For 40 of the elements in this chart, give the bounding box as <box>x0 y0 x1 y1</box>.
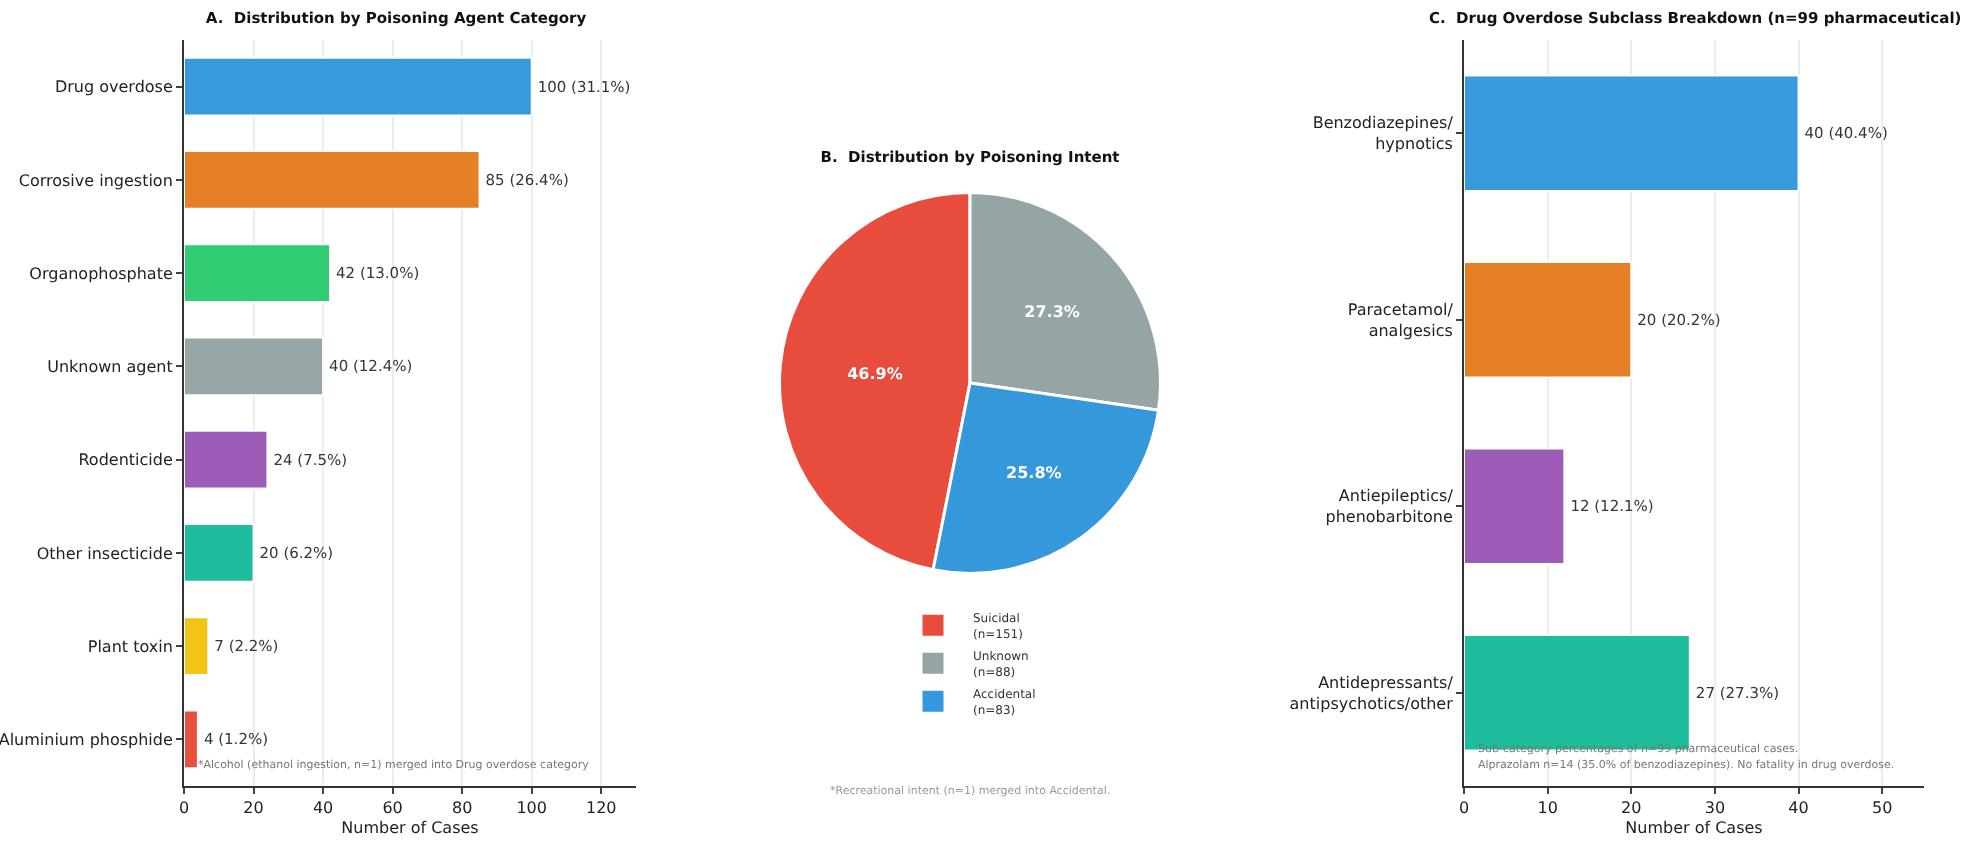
bar <box>184 616 210 677</box>
x-tick-label: 40 <box>312 799 334 818</box>
y-tick-label: Other insecticide <box>36 544 173 563</box>
y-tick-label: Organophosphate <box>29 264 173 283</box>
y-tick-label: Antidepressants/ antipsychotics/other <box>1289 673 1455 713</box>
bar <box>184 709 199 770</box>
bar <box>184 336 325 397</box>
bar <box>1464 447 1566 566</box>
y-tick-label: Benzodiazepines/ hypnotics <box>1312 114 1454 154</box>
bar <box>184 56 533 117</box>
y-tick-label: Corrosive ingestion <box>18 171 173 190</box>
x-tick-label: 10 <box>1537 799 1558 818</box>
data-label: 27.3% <box>1024 302 1080 321</box>
y-tick-label: Plant toxin <box>87 637 173 656</box>
bar <box>184 522 255 583</box>
y-tick-label: Paracetamol/ analgesics <box>1347 300 1454 340</box>
x-tick-label: 20 <box>243 799 264 818</box>
bar <box>184 149 481 210</box>
y-tick-label: Rodenticide <box>78 451 173 470</box>
bar <box>1464 260 1633 379</box>
x-tick-label: 20 <box>1621 799 1642 818</box>
data-label: 46.9% <box>847 364 903 383</box>
y-tick-label: Unknown agent <box>47 357 173 376</box>
bar <box>184 243 332 304</box>
x-tick-label: 120 <box>585 799 617 818</box>
x-tick-label: 100 <box>516 799 547 818</box>
x-tick-label: 40 <box>1788 799 1809 818</box>
data-label: 25.8% <box>1006 464 1062 483</box>
bar <box>1464 74 1800 193</box>
bar <box>184 429 269 490</box>
x-tick-label: 0 <box>178 799 190 818</box>
y-tick-label: Antiepileptics/ phenobarbitone <box>1325 487 1454 527</box>
y-tick-label: Drug overdose <box>54 78 173 97</box>
x-tick-label: 50 <box>1871 799 1893 818</box>
x-tick-label: 80 <box>451 799 473 818</box>
x-axis-title: Number of Cases <box>341 819 479 838</box>
x-tick-label: 60 <box>382 799 403 818</box>
x-tick-label: 0 <box>1458 799 1470 818</box>
x-axis-title: Number of Cases <box>1625 819 1763 838</box>
x-tick-label: 30 <box>1704 799 1726 818</box>
